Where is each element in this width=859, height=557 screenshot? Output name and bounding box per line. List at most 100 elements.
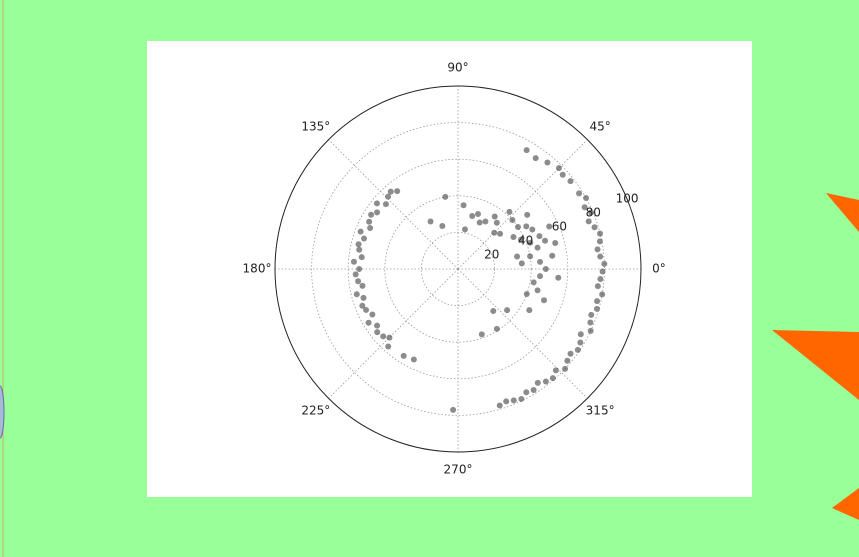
point: [504, 307, 511, 314]
point: [369, 311, 376, 318]
point: [526, 307, 533, 314]
point: [476, 219, 483, 226]
point: [564, 357, 571, 364]
point: [491, 213, 498, 220]
theta-tick-label: 0°: [652, 262, 666, 276]
point: [353, 291, 360, 298]
point: [357, 228, 364, 235]
point: [562, 365, 569, 372]
point: [514, 253, 521, 260]
point: [359, 302, 366, 309]
point: [394, 188, 401, 195]
point: [410, 356, 417, 363]
point: [537, 273, 544, 280]
point: [478, 331, 485, 338]
point: [534, 379, 541, 386]
point: [536, 233, 543, 240]
point: [552, 239, 559, 246]
point: [524, 211, 531, 218]
point: [469, 212, 476, 219]
point: [523, 389, 530, 396]
theta-tick-label: 45°: [589, 119, 610, 133]
point: [427, 218, 434, 225]
point: [382, 201, 389, 208]
point: [576, 190, 583, 197]
point: [591, 224, 598, 231]
point: [360, 294, 367, 301]
point: [593, 305, 600, 312]
point: [567, 178, 574, 185]
point: [356, 246, 363, 253]
point: [506, 208, 513, 215]
r-tick-label: 60: [552, 219, 567, 233]
point: [555, 165, 562, 172]
theta-tick-label: 180°: [243, 262, 272, 276]
point: [490, 308, 497, 315]
point: [537, 258, 544, 265]
shape: [832, 488, 859, 520]
point: [583, 195, 590, 202]
point: [542, 378, 549, 385]
point: [594, 246, 601, 253]
theta-tick-label: 90°: [447, 61, 468, 75]
point: [523, 147, 530, 154]
point: [363, 306, 370, 313]
point: [534, 287, 541, 294]
point: [367, 225, 374, 232]
point: [587, 319, 594, 326]
shape: [0, 385, 5, 439]
theta-tick-label: 225°: [301, 404, 330, 418]
point: [450, 406, 457, 413]
point: [555, 274, 562, 281]
point: [534, 244, 541, 251]
point: [597, 275, 604, 282]
point: [588, 209, 595, 216]
point: [577, 331, 584, 338]
point: [518, 260, 525, 267]
point: [542, 237, 549, 244]
point: [529, 226, 536, 233]
point: [527, 253, 534, 260]
point: [461, 226, 468, 233]
point: [374, 329, 381, 336]
point: [374, 209, 381, 216]
point: [510, 397, 517, 404]
point: [546, 223, 553, 230]
point: [518, 236, 525, 243]
point: [503, 398, 510, 405]
point: [380, 333, 387, 340]
point: [523, 291, 530, 298]
point: [559, 171, 566, 178]
point: [599, 291, 606, 298]
polar-plot: 0° 45° 90° 135° 180° 225° 270° 315° 20 40 60 80 100: [243, 61, 666, 477]
theta-tick-label: 270°: [444, 463, 473, 477]
point: [374, 322, 381, 329]
point: [352, 271, 359, 278]
point: [358, 254, 365, 261]
grid-circle: [384, 195, 532, 343]
point: [356, 266, 363, 272]
point: [577, 339, 584, 346]
point: [530, 387, 537, 394]
outer-circle: [274, 85, 642, 453]
point: [482, 218, 489, 225]
point: [366, 218, 373, 225]
grid-line: [457, 139, 588, 270]
point: [355, 241, 362, 248]
point: [588, 311, 595, 318]
point: [365, 319, 372, 326]
point: [442, 193, 449, 200]
theta-tick-label: 315°: [586, 404, 615, 418]
point: [549, 375, 556, 382]
point: [597, 230, 604, 237]
point: [567, 350, 574, 357]
grid-circle: [347, 158, 569, 380]
point: [355, 278, 362, 285]
point: [544, 159, 551, 166]
point: [359, 282, 366, 289]
point: [527, 239, 534, 246]
grid-line: [457, 268, 588, 399]
point: [368, 211, 375, 218]
point: [523, 223, 530, 230]
